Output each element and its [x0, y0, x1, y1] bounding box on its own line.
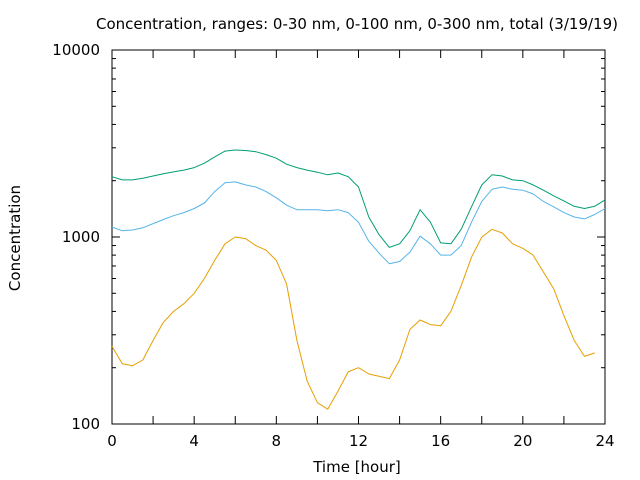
x-tick-label: 12 — [349, 432, 368, 450]
x-axis: 0 4 8 12 16 20 24 — [107, 50, 615, 450]
chart-title: Concentration, ranges: 0-30 nm, 0-100 nm… — [96, 15, 618, 33]
y-axis-label: Concentration — [6, 185, 24, 291]
y-axis: 100 1000 10000 — [52, 41, 605, 433]
y-tick-label: 10000 — [52, 41, 100, 59]
x-tick-label: 0 — [107, 432, 117, 450]
x-tick-label: 4 — [189, 432, 199, 450]
x-tick-label: 16 — [431, 432, 450, 450]
x-axis-label: Time [hour] — [312, 458, 401, 476]
series-line-2 — [111, 181, 606, 265]
y-tick-label: 1000 — [62, 228, 100, 246]
series-layer — [111, 149, 606, 410]
x-tick-label: 24 — [595, 432, 614, 450]
x-tick-label: 20 — [513, 432, 532, 450]
series-line-3 — [111, 149, 606, 248]
x-tick-label: 8 — [272, 432, 282, 450]
y-tick-label: 100 — [71, 415, 100, 433]
series-line-1 — [111, 228, 595, 410]
